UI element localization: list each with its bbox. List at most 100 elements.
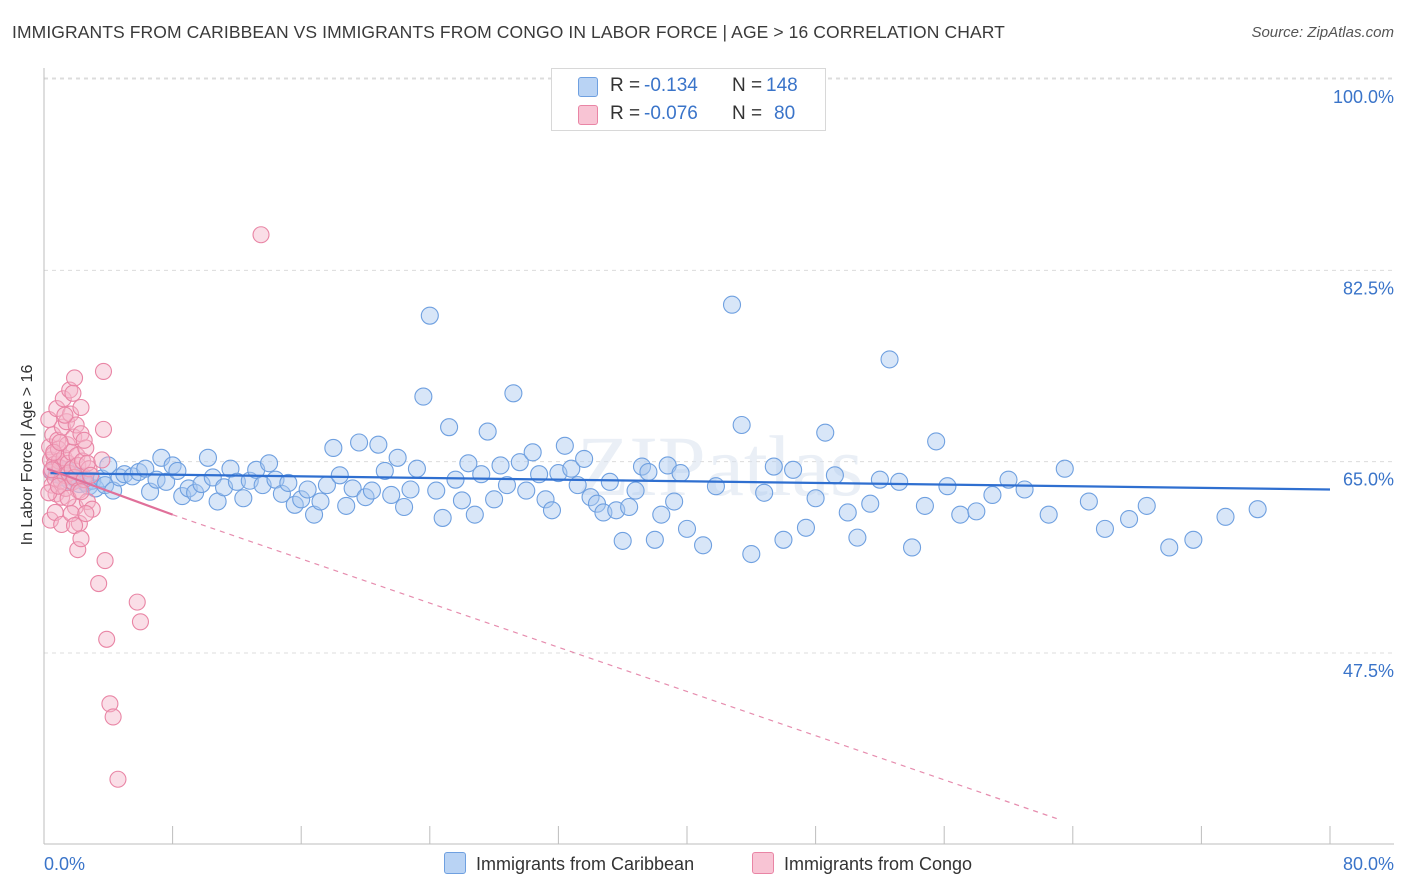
caribbean-point: [452, 491, 472, 510]
caribbean-point: [517, 481, 536, 500]
congo-point: [93, 451, 111, 469]
caribbean-point: [927, 432, 946, 451]
congo-point: [77, 505, 95, 523]
congo-point: [64, 384, 82, 402]
caribbean-point: [227, 472, 246, 491]
y-tick-label: 100.0%: [1333, 87, 1394, 107]
congo-point: [90, 574, 108, 593]
caribbean-point: [1120, 509, 1139, 529]
chart-title: IMMIGRANTS FROM CARIBBEAN VS IMMIGRANTS …: [12, 22, 1005, 42]
caribbean-point: [1184, 530, 1203, 549]
caribbean-point: [375, 461, 394, 480]
caribbean-point: [880, 350, 899, 369]
caribbean-point: [388, 448, 407, 467]
caribbean-point: [677, 519, 697, 538]
caribbean-point: [706, 477, 725, 496]
source-label: Source: ZipAtlas.com: [1251, 24, 1394, 41]
caribbean-point: [272, 484, 291, 503]
congo-point: [45, 443, 63, 461]
caribbean-point: [465, 505, 484, 524]
y-tick-label: 47.5%: [1343, 661, 1394, 681]
caribbean-point: [536, 490, 555, 509]
caribbean-point: [305, 505, 324, 524]
caribbean-point: [504, 384, 523, 403]
caribbean-point: [600, 472, 619, 491]
caribbean-point: [562, 459, 581, 478]
caribbean-point: [555, 436, 574, 455]
caribbean-point: [575, 449, 594, 468]
x-tick-label-min: 0.0%: [44, 854, 85, 874]
caribbean-point: [755, 483, 774, 502]
caribbean-point: [259, 454, 279, 473]
caribbean-point: [967, 502, 986, 521]
caribbean-point: [999, 470, 1018, 489]
caribbean-point: [510, 453, 529, 472]
caribbean-point: [420, 306, 439, 325]
caribbean-point: [796, 518, 816, 537]
caribbean-point: [951, 505, 970, 524]
legend-r-label: R =: [610, 103, 641, 124]
legend-r-label: R =: [610, 75, 641, 96]
congo-point: [96, 552, 114, 570]
congo-point: [72, 483, 90, 501]
caribbean-point: [497, 476, 517, 495]
caribbean-point: [1015, 480, 1034, 499]
congo-point: [49, 440, 68, 458]
legend-item-congo[interactable]: Immigrants from Congo: [752, 852, 972, 875]
legend-item-caribbean[interactable]: Immigrants from Caribbean: [444, 852, 694, 875]
caribbean-point: [542, 501, 562, 520]
caribbean-point: [356, 488, 375, 507]
congo-point: [75, 431, 93, 449]
congo-point: [82, 466, 100, 484]
caribbean-point: [279, 473, 298, 492]
congo-point: [98, 630, 116, 648]
caribbean-point: [861, 494, 880, 513]
legend-r-value: -0.076: [644, 103, 698, 124]
congo-points: [40, 226, 270, 788]
caribbean-point: [838, 503, 857, 522]
correlation-legend: R = -0.134 N = 148 R = -0.076 N = 80: [551, 68, 826, 131]
congo-point: [53, 515, 71, 534]
caribbean-point: [816, 423, 835, 442]
caribbean-point: [298, 480, 317, 499]
caribbean-point: [1137, 496, 1156, 515]
caribbean-point: [414, 387, 433, 406]
caribbean-point: [652, 505, 671, 524]
congo-point: [54, 390, 72, 408]
congo-swatch: [752, 852, 774, 874]
caribbean-point: [890, 472, 909, 491]
caribbean-point: [732, 415, 751, 435]
caribbean-point: [902, 538, 922, 557]
caribbean-point: [915, 496, 934, 515]
y-tick-labels: 100.0% 82.5% 65.0% 47.5%: [1333, 87, 1394, 681]
congo-point: [51, 433, 69, 452]
congo-point: [101, 695, 119, 713]
caribbean-point: [671, 464, 690, 483]
caribbean-point: [523, 443, 542, 462]
caribbean-point: [848, 528, 867, 547]
caribbean-point: [938, 477, 957, 496]
congo-point: [61, 405, 80, 423]
congo-point: [65, 369, 84, 387]
gridlines: [44, 77, 1394, 654]
legend-n-label: N =: [732, 103, 763, 124]
caribbean-point: [1160, 538, 1179, 557]
caribbean-point: [491, 456, 510, 475]
legend-n-value: 80: [774, 103, 796, 124]
caribbean-point: [626, 481, 645, 500]
caribbean-point: [401, 480, 420, 499]
caribbean-point: [1055, 459, 1074, 478]
caribbean-point: [639, 462, 658, 482]
caribbean-point: [395, 497, 414, 517]
caribbean-point: [1079, 492, 1098, 511]
congo-point: [69, 541, 87, 559]
congo-point: [56, 406, 74, 424]
caribbean-point: [1095, 519, 1114, 538]
caribbean-point: [369, 435, 388, 454]
caribbean-point: [407, 459, 426, 478]
caribbean-point: [311, 492, 330, 511]
legend-swatch-pink: [578, 105, 598, 125]
congo-point: [49, 477, 68, 495]
caribbean-point: [478, 422, 497, 441]
